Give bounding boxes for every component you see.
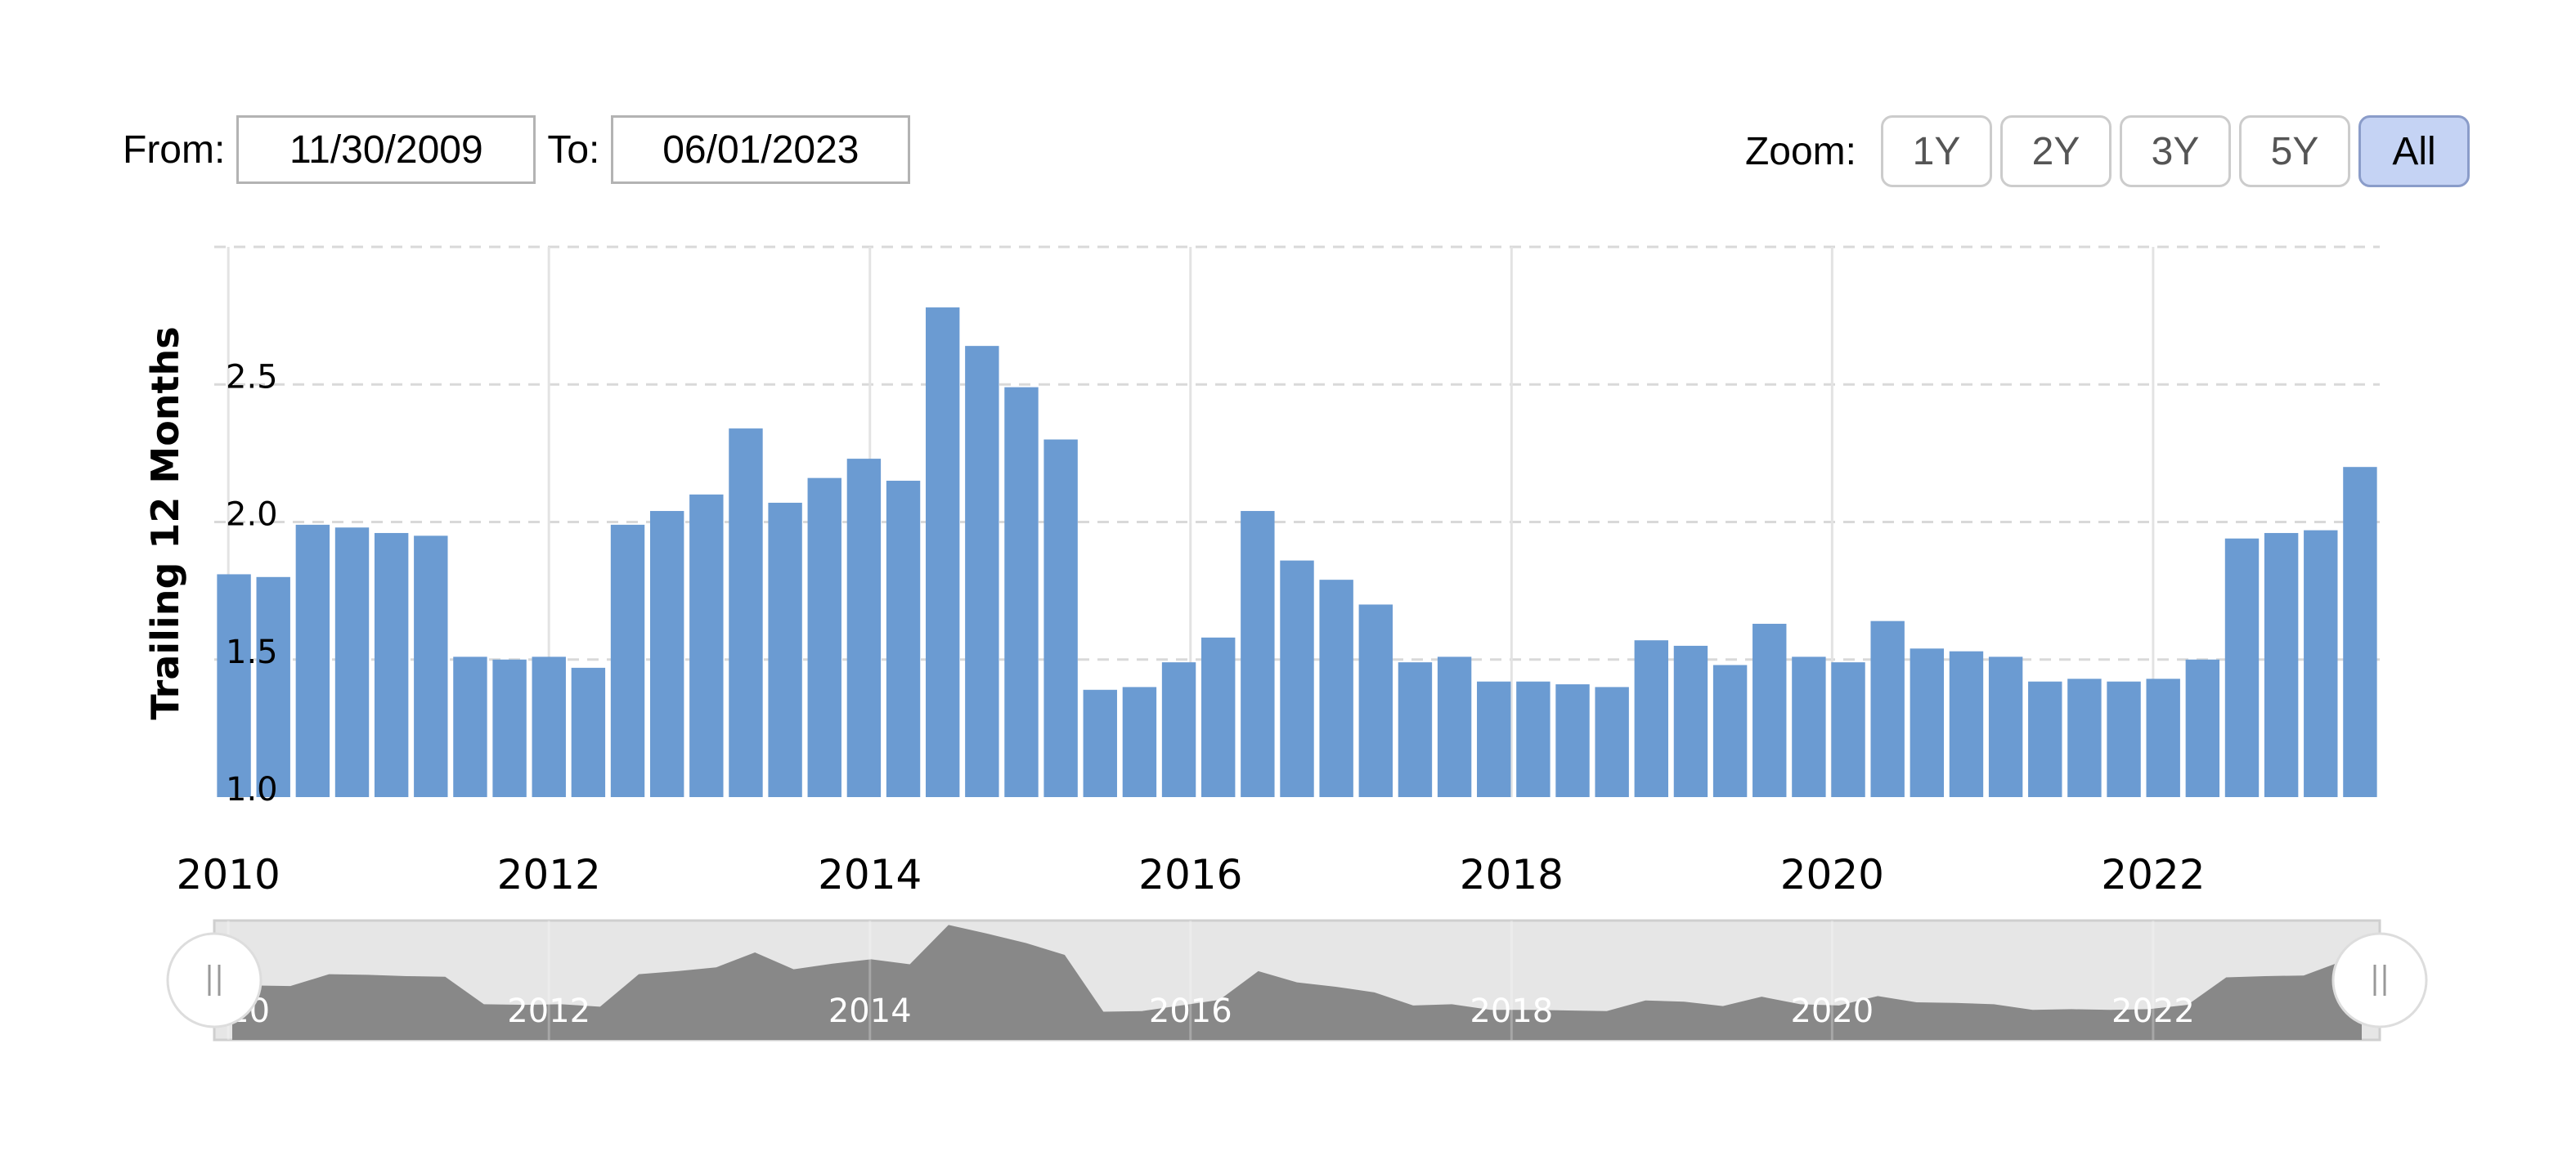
bar — [1122, 687, 1157, 797]
bar — [334, 527, 370, 797]
zoom-5y-button[interactable]: 5Y — [2239, 115, 2350, 187]
y-axis-title: Trailing 12 Months — [143, 326, 187, 719]
bar — [1083, 689, 1117, 797]
bar — [1870, 621, 1905, 797]
x-tick-label: 2018 — [1460, 851, 1564, 898]
bar — [925, 307, 960, 797]
bar — [1792, 656, 1826, 797]
zoom-label: Zoom: — [1744, 129, 1856, 173]
bar — [729, 428, 763, 797]
bar — [2304, 530, 2338, 797]
bars — [217, 307, 2377, 797]
bar — [414, 535, 448, 797]
bar — [217, 574, 251, 797]
y-tick-label: 1.5 — [226, 634, 278, 671]
navigator-right-handle[interactable] — [2331, 932, 2428, 1028]
navigator-tick-label: 2022 — [2112, 992, 2195, 1030]
zoom-2y-button[interactable]: 2Y — [2000, 115, 2112, 187]
bar — [1634, 640, 1669, 797]
bar — [2264, 532, 2299, 797]
bar — [1437, 656, 1472, 797]
bar — [1398, 662, 1433, 797]
bar — [807, 477, 841, 797]
bar — [1595, 687, 1629, 797]
navigator-tick-label: 2012 — [507, 992, 590, 1030]
x-tick-label: 2010 — [177, 851, 280, 898]
navigator-left-handle[interactable] — [166, 932, 263, 1028]
bar — [1241, 511, 1275, 797]
bar — [1477, 681, 1511, 797]
from-date-input[interactable] — [236, 115, 536, 184]
zoom-all-button[interactable]: All — [2358, 115, 2470, 187]
bar — [1831, 662, 1865, 797]
x-tick-label: 2016 — [1138, 851, 1242, 898]
bar — [1988, 656, 2023, 797]
bar — [886, 481, 921, 797]
bar — [2224, 538, 2260, 797]
x-tick-label: 2022 — [2101, 851, 2205, 898]
y-tick-label: 1.0 — [226, 771, 278, 809]
bar — [1516, 681, 1551, 797]
bar — [1910, 648, 1945, 797]
bar — [453, 656, 487, 797]
bar — [492, 659, 527, 797]
bar — [295, 524, 330, 797]
bar — [256, 576, 290, 797]
x-tick-label: 2020 — [1780, 851, 1884, 898]
bar — [1949, 651, 1984, 797]
bar — [2343, 467, 2377, 797]
bar — [571, 667, 606, 797]
handle-knob[interactable] — [166, 932, 263, 1028]
y-tick-label: 2.5 — [226, 358, 278, 396]
bar — [965, 346, 999, 797]
navigator-tick-label: 2016 — [1149, 992, 1232, 1030]
zoom-selector: Zoom: 1Y 2Y 3Y 5Y All — [1745, 114, 2470, 188]
bar — [532, 656, 566, 797]
bar — [610, 524, 645, 797]
bar — [846, 459, 882, 797]
bar — [1319, 580, 1353, 797]
navigator-area — [232, 925, 2362, 1040]
handle-knob[interactable] — [2331, 932, 2428, 1028]
bar — [1201, 637, 1236, 797]
date-range-selector: From: To: — [123, 113, 922, 186]
bar — [2146, 679, 2180, 797]
y-tick-label: 2.0 — [226, 496, 278, 534]
bar — [2107, 681, 2141, 797]
bar — [1043, 439, 1078, 797]
zoom-3y-button[interactable]: 3Y — [2120, 115, 2231, 187]
bar — [1280, 560, 1314, 797]
y-axis-ticks: 1.0 1.5 2.0 2.5 — [226, 358, 278, 809]
bar — [1712, 665, 1748, 797]
bar — [1161, 662, 1196, 797]
bar — [1004, 387, 1039, 797]
navigator-tick-label: 2018 — [1470, 992, 1553, 1030]
bar — [649, 511, 684, 797]
to-date-input[interactable] — [611, 115, 911, 184]
x-tick-label: 2014 — [818, 851, 922, 898]
bar — [2028, 681, 2062, 797]
bar — [374, 532, 409, 797]
bar — [1555, 684, 1590, 797]
from-label: From: — [123, 128, 226, 172]
bar — [2185, 659, 2220, 797]
bar — [1358, 604, 1393, 797]
bar — [2067, 679, 2102, 797]
zoom-1y-button[interactable]: 1Y — [1881, 115, 1992, 187]
bar — [768, 502, 802, 797]
bar — [1752, 624, 1787, 797]
x-tick-label: 2012 — [497, 851, 601, 898]
navigator-tick-label: 2014 — [828, 992, 912, 1030]
x-axis-ticks: 2010 2012 2014 2016 2018 2020 2022 — [177, 851, 2206, 898]
to-label: To: — [547, 128, 600, 172]
bar — [689, 494, 724, 797]
bar — [1673, 645, 1708, 797]
navigator-tick-label: 2020 — [1790, 992, 1874, 1030]
